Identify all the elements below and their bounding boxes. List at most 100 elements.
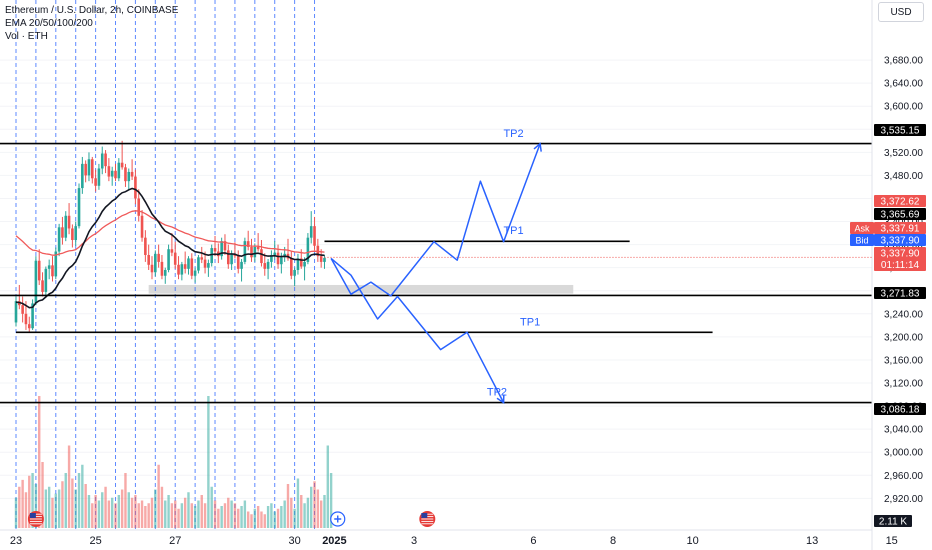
volume-bar [94,495,97,528]
volume-bar [18,486,21,528]
volume-bar [276,508,280,528]
volume-bar [193,506,197,528]
x-tick-label: 15 [886,535,898,547]
candle-body [144,237,147,255]
candle-body [207,263,210,268]
volume-bar [84,484,87,528]
candle-body [190,258,194,276]
volume-bar [283,500,286,528]
candle-body [299,258,303,267]
volume-bar [34,484,38,528]
candle-body [306,237,310,262]
candle-body [319,256,323,262]
price-label-box [874,222,926,234]
price-label-box [874,234,926,246]
volume-bar [150,497,154,528]
candle-body [243,241,247,262]
candle [100,146,104,175]
volume-bar [323,495,326,528]
candle-body [140,215,144,238]
candle [147,244,150,270]
volume-bar [273,511,276,528]
volume-bar [157,464,160,528]
candle [47,259,51,280]
volume-bar [296,478,300,528]
volume-indicator-label[interactable]: Vol · ETH [5,31,48,42]
candle [71,224,74,248]
candle-body [313,226,316,246]
candle [51,256,54,282]
candle [31,299,34,330]
candle-body [226,250,230,265]
volume-bar [174,500,177,528]
candle-body [213,248,217,252]
volume-bar [203,503,207,528]
volume-bar [220,506,223,528]
flag-canton [421,513,428,518]
y-tick-label: 2,920.00 [884,494,923,505]
candle-body [120,162,124,168]
volume-bar [329,473,333,528]
candle-body [24,313,28,325]
price-label-text: 3,535.15 [881,126,920,137]
volume-bar [197,500,200,528]
candle-body [147,254,150,265]
volume-bar [210,486,213,528]
projection-path-bull[interactable] [330,143,541,297]
candle [104,150,107,174]
candle-body [137,198,141,216]
y-tick-label: 3,600.00 [884,102,923,113]
price-label-text: 3,372.62 [881,197,920,208]
candle-body [157,253,160,262]
volume-bar [154,489,157,528]
candle-body [187,258,190,269]
x-tick-label: 10 [687,535,699,547]
price-label-box [874,124,926,136]
chart-legend: Ethereum / U.S. Dollar, 2h, COINBASE EMA… [5,4,178,43]
candle [293,267,296,287]
candle [77,183,81,229]
candle-body [173,252,177,265]
candle-body [303,261,306,267]
volume-bar [293,508,296,528]
symbol-title[interactable]: Ethereum / U.S. Dollar, 2h, COINBASE [5,5,179,16]
price-label-box [874,208,926,220]
candle-body [266,261,270,269]
candle-body [150,264,154,273]
target-label: TP1 [520,316,540,328]
candle-body [290,258,293,276]
currency-button[interactable]: USD [878,2,924,22]
candle [74,221,78,246]
candle [170,233,174,257]
candle-body [260,249,263,264]
volume-bar [246,511,250,528]
price-label-text: 3,337.90 [881,249,920,260]
candle-body [163,269,167,276]
volume-bar [266,506,270,528]
candle [54,247,58,280]
candle-body [193,270,197,276]
volume-bar [310,486,313,528]
volume-bar [21,479,24,528]
price-label-text: 3,271.83 [881,289,920,300]
ema-indicator-label[interactable]: EMA 20/50/100/200 [5,18,93,29]
volume-bar [124,473,127,528]
ema-fast-line [15,187,325,309]
y-tick-label: 3,680.00 [884,56,923,67]
axis-price-label: 3,337.90 Bid [850,234,926,247]
volume-bar [164,500,167,528]
candle [150,256,154,280]
candle-body [14,301,18,323]
candle [124,163,127,187]
candle [57,223,61,257]
y-tick-label: 3,200.00 [884,332,923,343]
candle-body [276,252,280,265]
candle [117,158,121,182]
y-tick-label: 3,000.00 [884,448,923,459]
x-tick-label: 23 [10,535,22,547]
projection-path-bear[interactable] [330,257,505,403]
volume-bar [160,486,164,528]
candle [303,257,306,281]
